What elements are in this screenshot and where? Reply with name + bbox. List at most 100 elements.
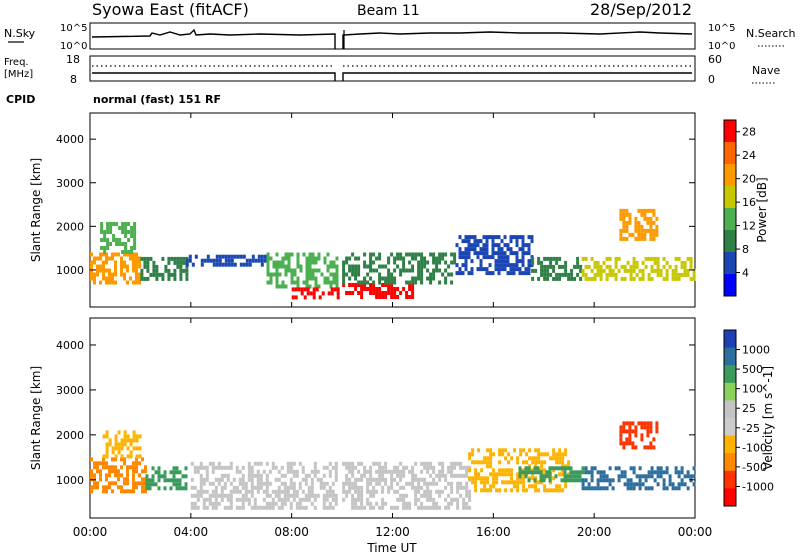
data-cell	[205, 477, 209, 482]
data-cell	[637, 232, 641, 237]
data-cell	[467, 247, 471, 252]
data-cell	[208, 497, 212, 502]
data-cell	[599, 276, 603, 281]
data-cell	[569, 474, 573, 479]
data-cell	[480, 460, 484, 465]
data-cell	[265, 473, 269, 478]
data-cell	[378, 505, 382, 510]
data-cell	[190, 477, 194, 482]
y-tick-label: 1000	[56, 264, 84, 277]
data-cell	[229, 505, 233, 510]
data-cell	[467, 243, 471, 248]
data-cell	[558, 472, 562, 477]
data-cell	[634, 220, 638, 225]
data-cell	[528, 484, 532, 489]
data-cell	[441, 272, 445, 277]
data-cell	[351, 469, 355, 474]
data-cell	[108, 280, 111, 285]
y-tick-label: 2000	[56, 429, 84, 442]
date-title: 28/Sep/2012	[590, 0, 692, 19]
data-cell	[211, 493, 215, 498]
nsky-panel-frame	[89, 22, 696, 50]
data-cell	[483, 480, 487, 485]
data-cell	[345, 272, 349, 277]
data-cell	[543, 488, 547, 493]
data-cell	[262, 481, 266, 486]
data-cell	[275, 268, 279, 273]
data-cell	[638, 486, 642, 491]
data-cell	[331, 465, 335, 470]
data-cell	[543, 268, 547, 273]
data-cell	[622, 445, 626, 450]
data-cell	[500, 263, 504, 268]
data-cell	[570, 272, 574, 277]
data-cell	[497, 251, 501, 256]
data-cell	[623, 482, 627, 487]
data-cell	[405, 252, 409, 257]
data-cell	[335, 280, 339, 285]
data-cell	[348, 469, 352, 474]
data-cell	[106, 238, 110, 242]
data-cell	[468, 465, 472, 470]
data-cell	[637, 228, 641, 233]
data-cell	[435, 260, 439, 265]
data-cell	[623, 470, 627, 475]
data-cell	[123, 272, 126, 277]
data-cell	[429, 272, 433, 277]
data-cell	[308, 272, 312, 277]
data-cell	[569, 466, 573, 471]
colorbar-tick-label: 1000	[742, 344, 770, 357]
data-cell	[126, 446, 130, 451]
data-cell	[524, 251, 528, 256]
data-cell	[335, 272, 339, 277]
data-cell	[652, 228, 656, 233]
data-cell	[387, 287, 391, 291]
data-cell	[558, 272, 562, 277]
data-cell	[105, 280, 108, 285]
data-cell	[135, 272, 138, 277]
data-cell	[326, 252, 330, 257]
data-cell	[534, 484, 538, 489]
data-cell	[656, 264, 660, 269]
data-cell	[435, 505, 439, 510]
data-cell	[325, 489, 329, 494]
data-cell	[578, 470, 582, 475]
data-cell	[459, 485, 463, 490]
data-cell	[260, 258, 264, 263]
data-cell	[569, 478, 573, 483]
data-cell	[144, 465, 147, 470]
data-cell	[417, 260, 421, 265]
data-cell	[441, 489, 445, 494]
data-cell	[277, 485, 281, 490]
data-cell	[408, 505, 412, 510]
data-cell	[325, 465, 329, 470]
data-cell	[584, 272, 588, 277]
data-cell	[185, 276, 189, 281]
data-cell	[531, 484, 535, 489]
data-cell	[123, 438, 127, 443]
data-cell	[357, 264, 361, 269]
data-cell	[193, 465, 197, 470]
data-cell	[241, 477, 245, 482]
data-cell	[655, 228, 659, 233]
data-cell	[111, 450, 115, 455]
data-cell	[133, 246, 137, 250]
data-cell	[518, 271, 522, 276]
data-cell	[331, 489, 335, 494]
data-cell	[283, 501, 287, 506]
data-cell	[611, 478, 615, 483]
data-cell	[396, 481, 400, 486]
data-cell	[369, 260, 373, 265]
data-cell	[519, 448, 523, 453]
data-cell	[551, 466, 555, 471]
data-cell	[369, 252, 373, 257]
data-cell	[549, 272, 553, 277]
data-cell	[124, 230, 128, 234]
colorbar-swatch	[724, 230, 736, 253]
data-cell	[643, 216, 647, 221]
data-cell	[205, 489, 209, 494]
data-cell	[114, 260, 117, 265]
data-cell	[126, 434, 130, 439]
data-cell	[378, 264, 382, 269]
data-cell	[227, 254, 231, 259]
